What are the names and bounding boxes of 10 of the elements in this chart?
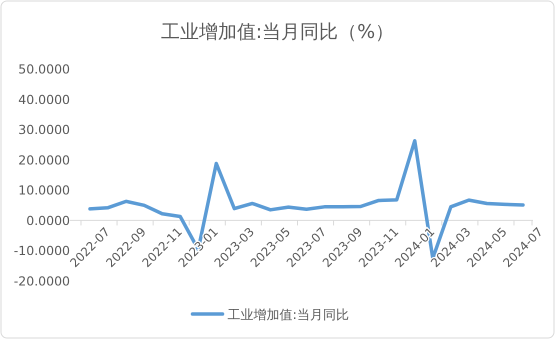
y-tick-label: 0.0000 <box>26 212 70 228</box>
chart-title: 工业增加值:当月同比（%） <box>160 21 394 43</box>
y-tick-label: 30.0000 <box>18 122 70 138</box>
y-tick-label: 50.0000 <box>18 62 70 76</box>
y-tick-label: 40.0000 <box>18 92 70 107</box>
y-tick-label: -10.0000 <box>14 243 70 258</box>
y-tick-label: -20.0000 <box>14 274 70 288</box>
y-tick-label: 20.0000 <box>18 152 70 168</box>
y-tick-label: 10.0000 <box>18 182 70 198</box>
legend-label: 工业增加值:当月同比 <box>228 308 349 323</box>
